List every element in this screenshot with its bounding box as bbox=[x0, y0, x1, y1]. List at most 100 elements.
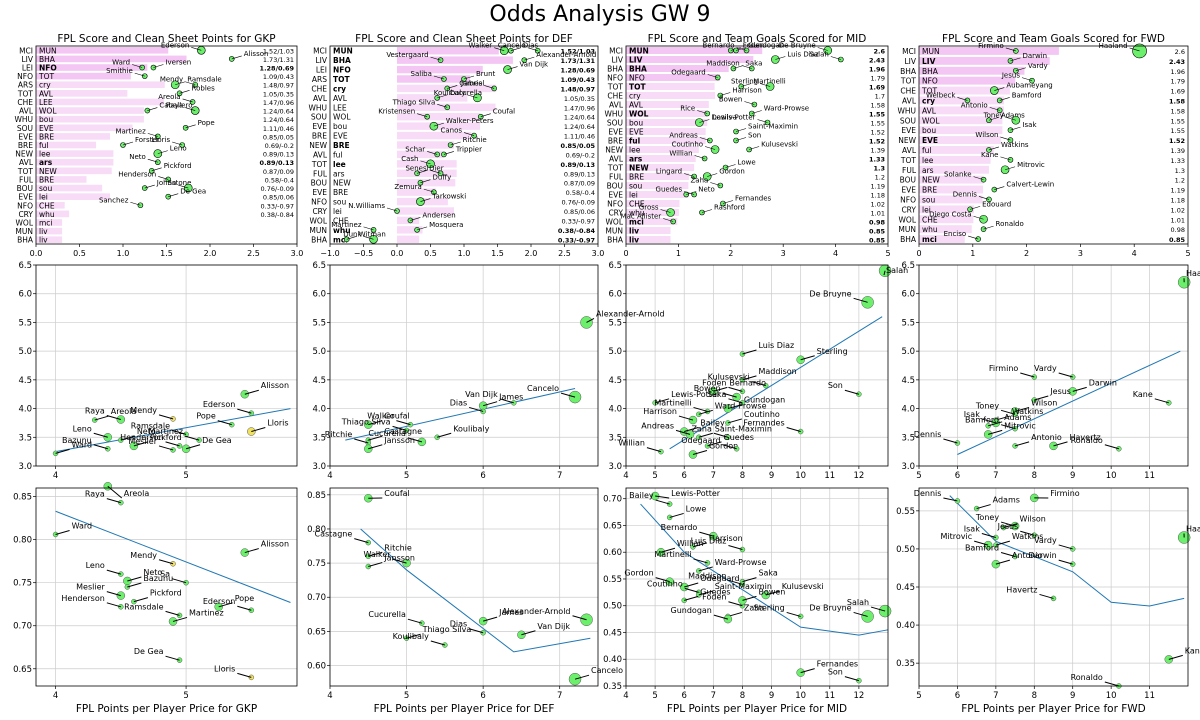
player-label: Darwin bbox=[1089, 378, 1117, 387]
opponent-label: WOL bbox=[922, 116, 940, 125]
player-arrow bbox=[443, 151, 454, 155]
label-arrow bbox=[396, 420, 411, 426]
y-tick-label: 0.65 bbox=[13, 665, 32, 675]
bar bbox=[397, 235, 420, 243]
player-label: Toney bbox=[983, 111, 1004, 119]
player-arrow bbox=[1129, 47, 1140, 52]
bar bbox=[626, 209, 679, 216]
opponent-label: mci bbox=[629, 218, 644, 227]
panel-title: FPL Score and Clean Sheet Points for DEF bbox=[355, 33, 573, 45]
label-arrow bbox=[844, 389, 860, 395]
bar bbox=[626, 173, 689, 180]
fit-line bbox=[640, 503, 889, 636]
player-label: Isak bbox=[964, 410, 980, 419]
team-label: EVE bbox=[608, 128, 623, 137]
value-label: 2.6 bbox=[873, 48, 885, 56]
label-arrow bbox=[106, 591, 121, 597]
player-label: Zaha bbox=[691, 177, 709, 185]
team-label: BHA bbox=[607, 65, 624, 74]
bar bbox=[36, 158, 114, 166]
player-arrow bbox=[983, 225, 994, 230]
player-arrow bbox=[430, 169, 441, 174]
opponent-label: CHE bbox=[922, 215, 938, 224]
bar bbox=[919, 155, 991, 164]
team-label: TOT bbox=[311, 160, 327, 169]
player-arrow bbox=[494, 47, 505, 52]
value-label: 1.73/1.31 bbox=[263, 56, 294, 64]
opponent-label: lei bbox=[333, 207, 342, 216]
value-label: 1.33 bbox=[1171, 157, 1185, 165]
value-label: 0.89/0.13 bbox=[263, 151, 294, 159]
opponent-label: TOT bbox=[333, 75, 350, 84]
player-arrow bbox=[467, 94, 478, 99]
y-tick-label: 0.65 bbox=[603, 521, 622, 531]
opponent-label: AVL bbox=[922, 106, 937, 115]
player-label: Forster bbox=[135, 136, 160, 144]
player-label: Ritchie bbox=[463, 136, 487, 144]
label-arrow bbox=[698, 590, 713, 596]
player-label: Zemura bbox=[394, 183, 422, 191]
label-arrow bbox=[55, 448, 70, 454]
player-label: Kane bbox=[981, 151, 999, 159]
team-label: EVE bbox=[608, 191, 623, 200]
player-label: Coufal bbox=[384, 489, 410, 498]
bar bbox=[397, 94, 468, 102]
player-label: Gordon bbox=[709, 442, 738, 451]
player-label: Salah bbox=[809, 51, 828, 59]
player-label: Willian bbox=[618, 439, 645, 448]
player-label: Martinelli bbox=[654, 550, 691, 559]
team-label: TOT bbox=[607, 83, 623, 92]
opponent-label: AVL bbox=[629, 101, 644, 110]
player-label: Cancelo bbox=[527, 384, 559, 393]
label-arrow bbox=[521, 630, 536, 636]
player-label: Raya bbox=[85, 490, 105, 499]
player-label: Dier bbox=[429, 164, 444, 172]
value-label: 0.33/-0.97 bbox=[261, 202, 294, 210]
player-label: Alisson bbox=[244, 50, 269, 58]
value-label: 1.05/0.35 bbox=[564, 95, 595, 103]
team-label: AVL bbox=[609, 101, 624, 110]
team-label: NFO bbox=[607, 74, 623, 83]
value-label: 1.7 bbox=[875, 93, 885, 101]
team-label: EVE bbox=[312, 188, 327, 197]
opponent-label: AVL bbox=[39, 89, 54, 98]
x-tick-label: 4 bbox=[833, 249, 838, 258]
player-label: Lloris bbox=[267, 419, 288, 428]
player-label: Ramsdale bbox=[131, 421, 170, 430]
player-label: Diego Costa bbox=[929, 210, 971, 218]
player-arrow bbox=[185, 124, 196, 129]
player-label: Jesus bbox=[1001, 72, 1020, 80]
x-tick-label: 0.5 bbox=[73, 249, 86, 258]
value-label: 1.52/1.03 bbox=[561, 48, 595, 56]
opponent-label: sou bbox=[922, 195, 935, 204]
player-arrow bbox=[430, 56, 441, 61]
label-arrow bbox=[655, 495, 670, 499]
label-arrow bbox=[106, 498, 121, 504]
value-label: 0.85/0.06 bbox=[263, 194, 294, 202]
label-arrow bbox=[120, 435, 135, 441]
label-arrow bbox=[572, 615, 587, 621]
team-label: NEW bbox=[15, 150, 33, 159]
player-label: Coutinho bbox=[744, 410, 780, 419]
team-label: AVL bbox=[19, 158, 34, 167]
label-arrow bbox=[981, 418, 996, 424]
team-label: MCI bbox=[902, 47, 916, 56]
label-arrow bbox=[1000, 409, 1016, 415]
opponent-label: cry bbox=[922, 96, 935, 105]
player-label: Mendy bbox=[160, 76, 183, 84]
bar bbox=[626, 200, 680, 207]
player-label: Welbeck bbox=[926, 91, 956, 99]
label-arrow bbox=[713, 432, 729, 438]
value-label: 1.58 bbox=[1171, 107, 1185, 115]
label-arrow bbox=[93, 444, 108, 450]
value-label: 0.85 bbox=[869, 228, 886, 236]
y-tick-label: 0.70 bbox=[13, 622, 32, 632]
label-arrow bbox=[158, 414, 174, 420]
player-label: Odegaard bbox=[671, 69, 705, 77]
bar bbox=[36, 98, 164, 106]
opponent-label: cry bbox=[629, 92, 641, 101]
player-arrow bbox=[741, 65, 752, 69]
opponent-label: lei bbox=[922, 205, 931, 214]
bar bbox=[626, 110, 708, 117]
player-label: Areola bbox=[158, 93, 180, 101]
